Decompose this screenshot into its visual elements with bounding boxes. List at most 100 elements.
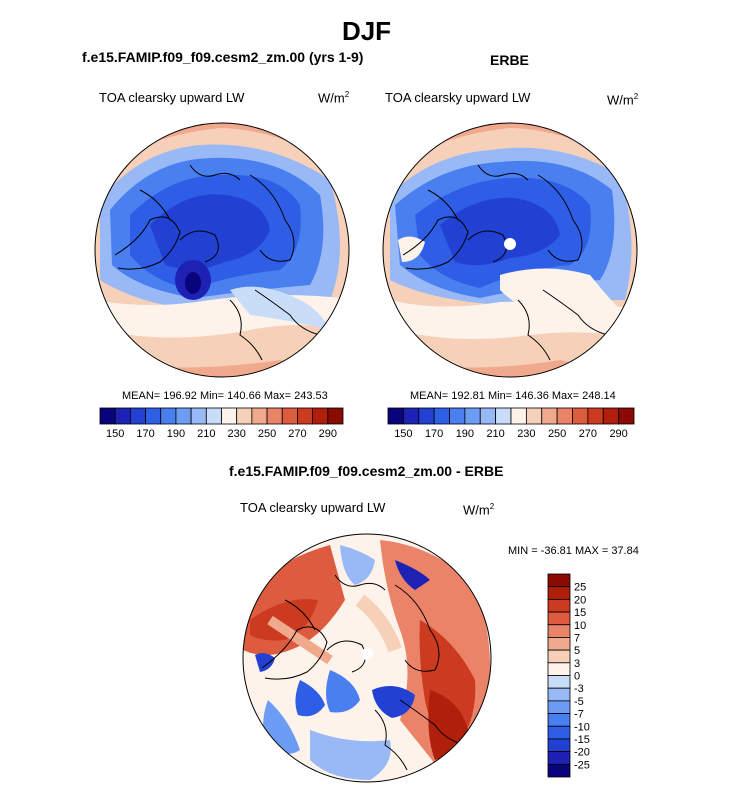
- diff-colorbar-box: [547, 611, 571, 626]
- obs-colorbar-tick-label: 290: [609, 428, 627, 440]
- diff-colorbar-tick-label: 3: [574, 658, 580, 670]
- obs-colorbar-box: [433, 407, 450, 425]
- model-coastlines: [114, 164, 321, 361]
- obs-colorbar-tick-label: 170: [425, 428, 443, 440]
- obs-colorbar-box: [449, 407, 466, 425]
- model-panel-title: f.e15.FAMIP.f09_f09.cesm2_zm.00 (yrs 1-9…: [82, 49, 364, 65]
- model-colorbar-box: [251, 407, 268, 425]
- model-colorbar-tick-label: 270: [288, 428, 306, 440]
- model-colorbar-tick-label: 210: [197, 428, 215, 440]
- diff-colorbar-box: [547, 586, 571, 600]
- model-colorbar-box: [99, 407, 116, 425]
- obs-colorbar-box: [541, 407, 558, 425]
- model-colorbar-box: [129, 407, 146, 425]
- obs-stats: MEAN= 192.81 Min= 146.36 Max= 248.14: [410, 390, 616, 402]
- model-colorbar-box: [236, 407, 253, 425]
- model-field: [95, 123, 349, 377]
- obs-colorbar-tick-label: 230: [517, 428, 535, 440]
- obs-field: [383, 123, 637, 377]
- obs-colorbar-box: [602, 407, 620, 425]
- obs-colorbar-box: [387, 407, 404, 425]
- diff-colorbar-box: [547, 598, 571, 613]
- diff-colorbar-tick-label: -15: [574, 734, 590, 746]
- diff-colorbar-tick-label: -3: [574, 683, 584, 695]
- diff-panel-title: f.e15.FAMIP.f09_f09.cesm2_zm.00 - ERBE: [229, 463, 504, 479]
- obs-coastlines: [402, 164, 609, 361]
- diff-colorbar-tick-label: -25: [574, 759, 590, 771]
- model-colorbar-box: [312, 407, 329, 425]
- diff-colorbar-tick-label: 0: [574, 671, 580, 683]
- diff-colorbar-box: [547, 662, 571, 676]
- obs-colorbar-box: [572, 407, 589, 425]
- diff-colorbar-box: [547, 725, 571, 740]
- model-colorbar-tick-label: 150: [106, 428, 124, 440]
- obs-colorbar-box: [479, 407, 497, 425]
- model-stats: MEAN= 196.92 Min= 140.66 Max= 243.53: [122, 390, 328, 402]
- obs-units-label: W/m2: [607, 92, 639, 108]
- page-title: DJF: [341, 16, 392, 46]
- diff-variable-label: TOA clearsky upward LW: [240, 500, 386, 515]
- diff-colorbar-box: [547, 573, 571, 588]
- diff-colorbar-box: [547, 751, 571, 765]
- diff-colorbar-tick-label: 20: [574, 594, 586, 606]
- model-colorbar-box: [281, 407, 298, 425]
- diff-colorbar-box: [547, 675, 571, 689]
- model-colorbar-box: [190, 407, 207, 425]
- model-colorbar-box: [327, 407, 344, 425]
- diff-colorbar-tick-label: -5: [574, 696, 584, 708]
- diff-colorbar-box: [547, 763, 571, 778]
- diff-colorbar-box: [547, 637, 571, 651]
- model-colorbar-box: [221, 407, 238, 425]
- model-colorbar-tick-label: 170: [136, 428, 154, 440]
- model-units-label: W/m2: [318, 90, 350, 106]
- obs-colorbar-box: [618, 407, 635, 425]
- obs-colorbar-tick-label: 250: [548, 428, 566, 440]
- diff-field: [243, 534, 491, 782]
- diff-colorbar-tick-label: -20: [574, 747, 590, 759]
- model-colorbar-box: [160, 407, 177, 425]
- obs-colorbar-box: [402, 407, 420, 425]
- model-colorbar-tick-label: 190: [167, 428, 185, 440]
- diff-colorbar-box: [547, 687, 571, 702]
- diff-colorbar-tick-label: 25: [574, 582, 586, 594]
- obs-colorbar-box: [495, 407, 512, 425]
- diff-units-label: W/m2: [463, 502, 495, 518]
- model-colorbar-box: [205, 407, 222, 425]
- obs-colorbar-tick-label: 270: [579, 428, 597, 440]
- diff-colorbar-box: [547, 700, 571, 714]
- diff-colorbar-tick-label: 5: [574, 645, 580, 657]
- diff-colorbar-tick-label: 15: [574, 607, 586, 619]
- diff-stats: MIN = -36.81 MAX = 37.84: [508, 545, 639, 557]
- obs-colorbar-box: [418, 407, 435, 425]
- model-colorbar-tick-label: 250: [258, 428, 276, 440]
- diff-colorbar-tick-label: 10: [574, 620, 586, 632]
- diff-colorbar-tick-label: 7: [574, 632, 580, 644]
- diff-coastlines: [261, 574, 466, 771]
- obs-colorbar-box: [587, 407, 604, 425]
- model-colorbar-box: [175, 407, 192, 425]
- obs-colorbar-tick-label: 210: [486, 428, 504, 440]
- obs-colorbar-box: [510, 407, 527, 425]
- model-colorbar-box: [145, 407, 162, 425]
- model-colorbar-tick-label: 290: [319, 428, 337, 440]
- model-colorbar-tick-label: 230: [228, 428, 246, 440]
- diff-colorbar-box: [547, 649, 571, 664]
- obs-colorbar-box: [556, 407, 573, 425]
- obs-variable-label: TOA clearsky upward LW: [385, 90, 531, 105]
- obs-colorbar-box: [464, 407, 481, 425]
- obs-colorbar-tick-label: 190: [456, 428, 474, 440]
- obs-panel-title: ERBE: [490, 52, 529, 68]
- diff-colorbar-box: [547, 624, 571, 638]
- diff-colorbar-tick-label: -7: [574, 709, 584, 721]
- model-colorbar-box: [114, 407, 131, 425]
- model-colorbar-box: [297, 407, 314, 425]
- model-colorbar-box: [266, 407, 283, 425]
- obs-colorbar-tick-label: 150: [394, 428, 412, 440]
- diff-colorbar-tick-label: -10: [574, 721, 590, 733]
